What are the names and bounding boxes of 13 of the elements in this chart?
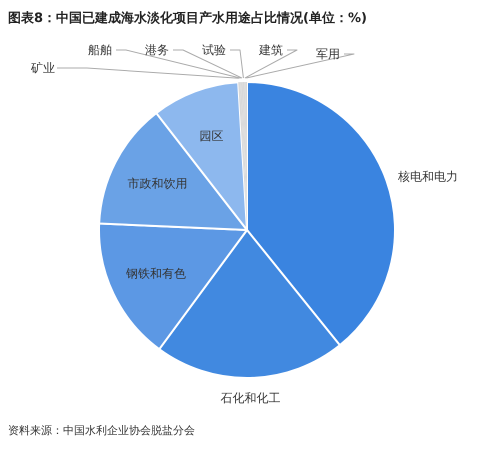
text: 资料来源：中国水利企业协会脱盐分会 bbox=[8, 424, 195, 437]
slice-label: 钢铁和有色 bbox=[125, 266, 186, 280]
slice-label: 军用 bbox=[316, 47, 340, 61]
slice-label: 石化和化工 bbox=[220, 390, 281, 405]
chart-title: 图表8：中国已建成海水淡化项目产水用途占比情况(单位：%) bbox=[8, 10, 367, 26]
slice-label: 船舶 bbox=[88, 43, 112, 57]
slice-label: 市政和饮用 bbox=[128, 176, 188, 191]
slice-label: 建筑 bbox=[258, 43, 283, 57]
slice-label: 港务 bbox=[145, 43, 169, 57]
slice-label: 核电和电力 bbox=[396, 170, 458, 184]
slice-label: 矿业 bbox=[30, 61, 55, 75]
slice-label: 试验 bbox=[202, 43, 226, 57]
slice-label: 园区 bbox=[200, 128, 224, 143]
